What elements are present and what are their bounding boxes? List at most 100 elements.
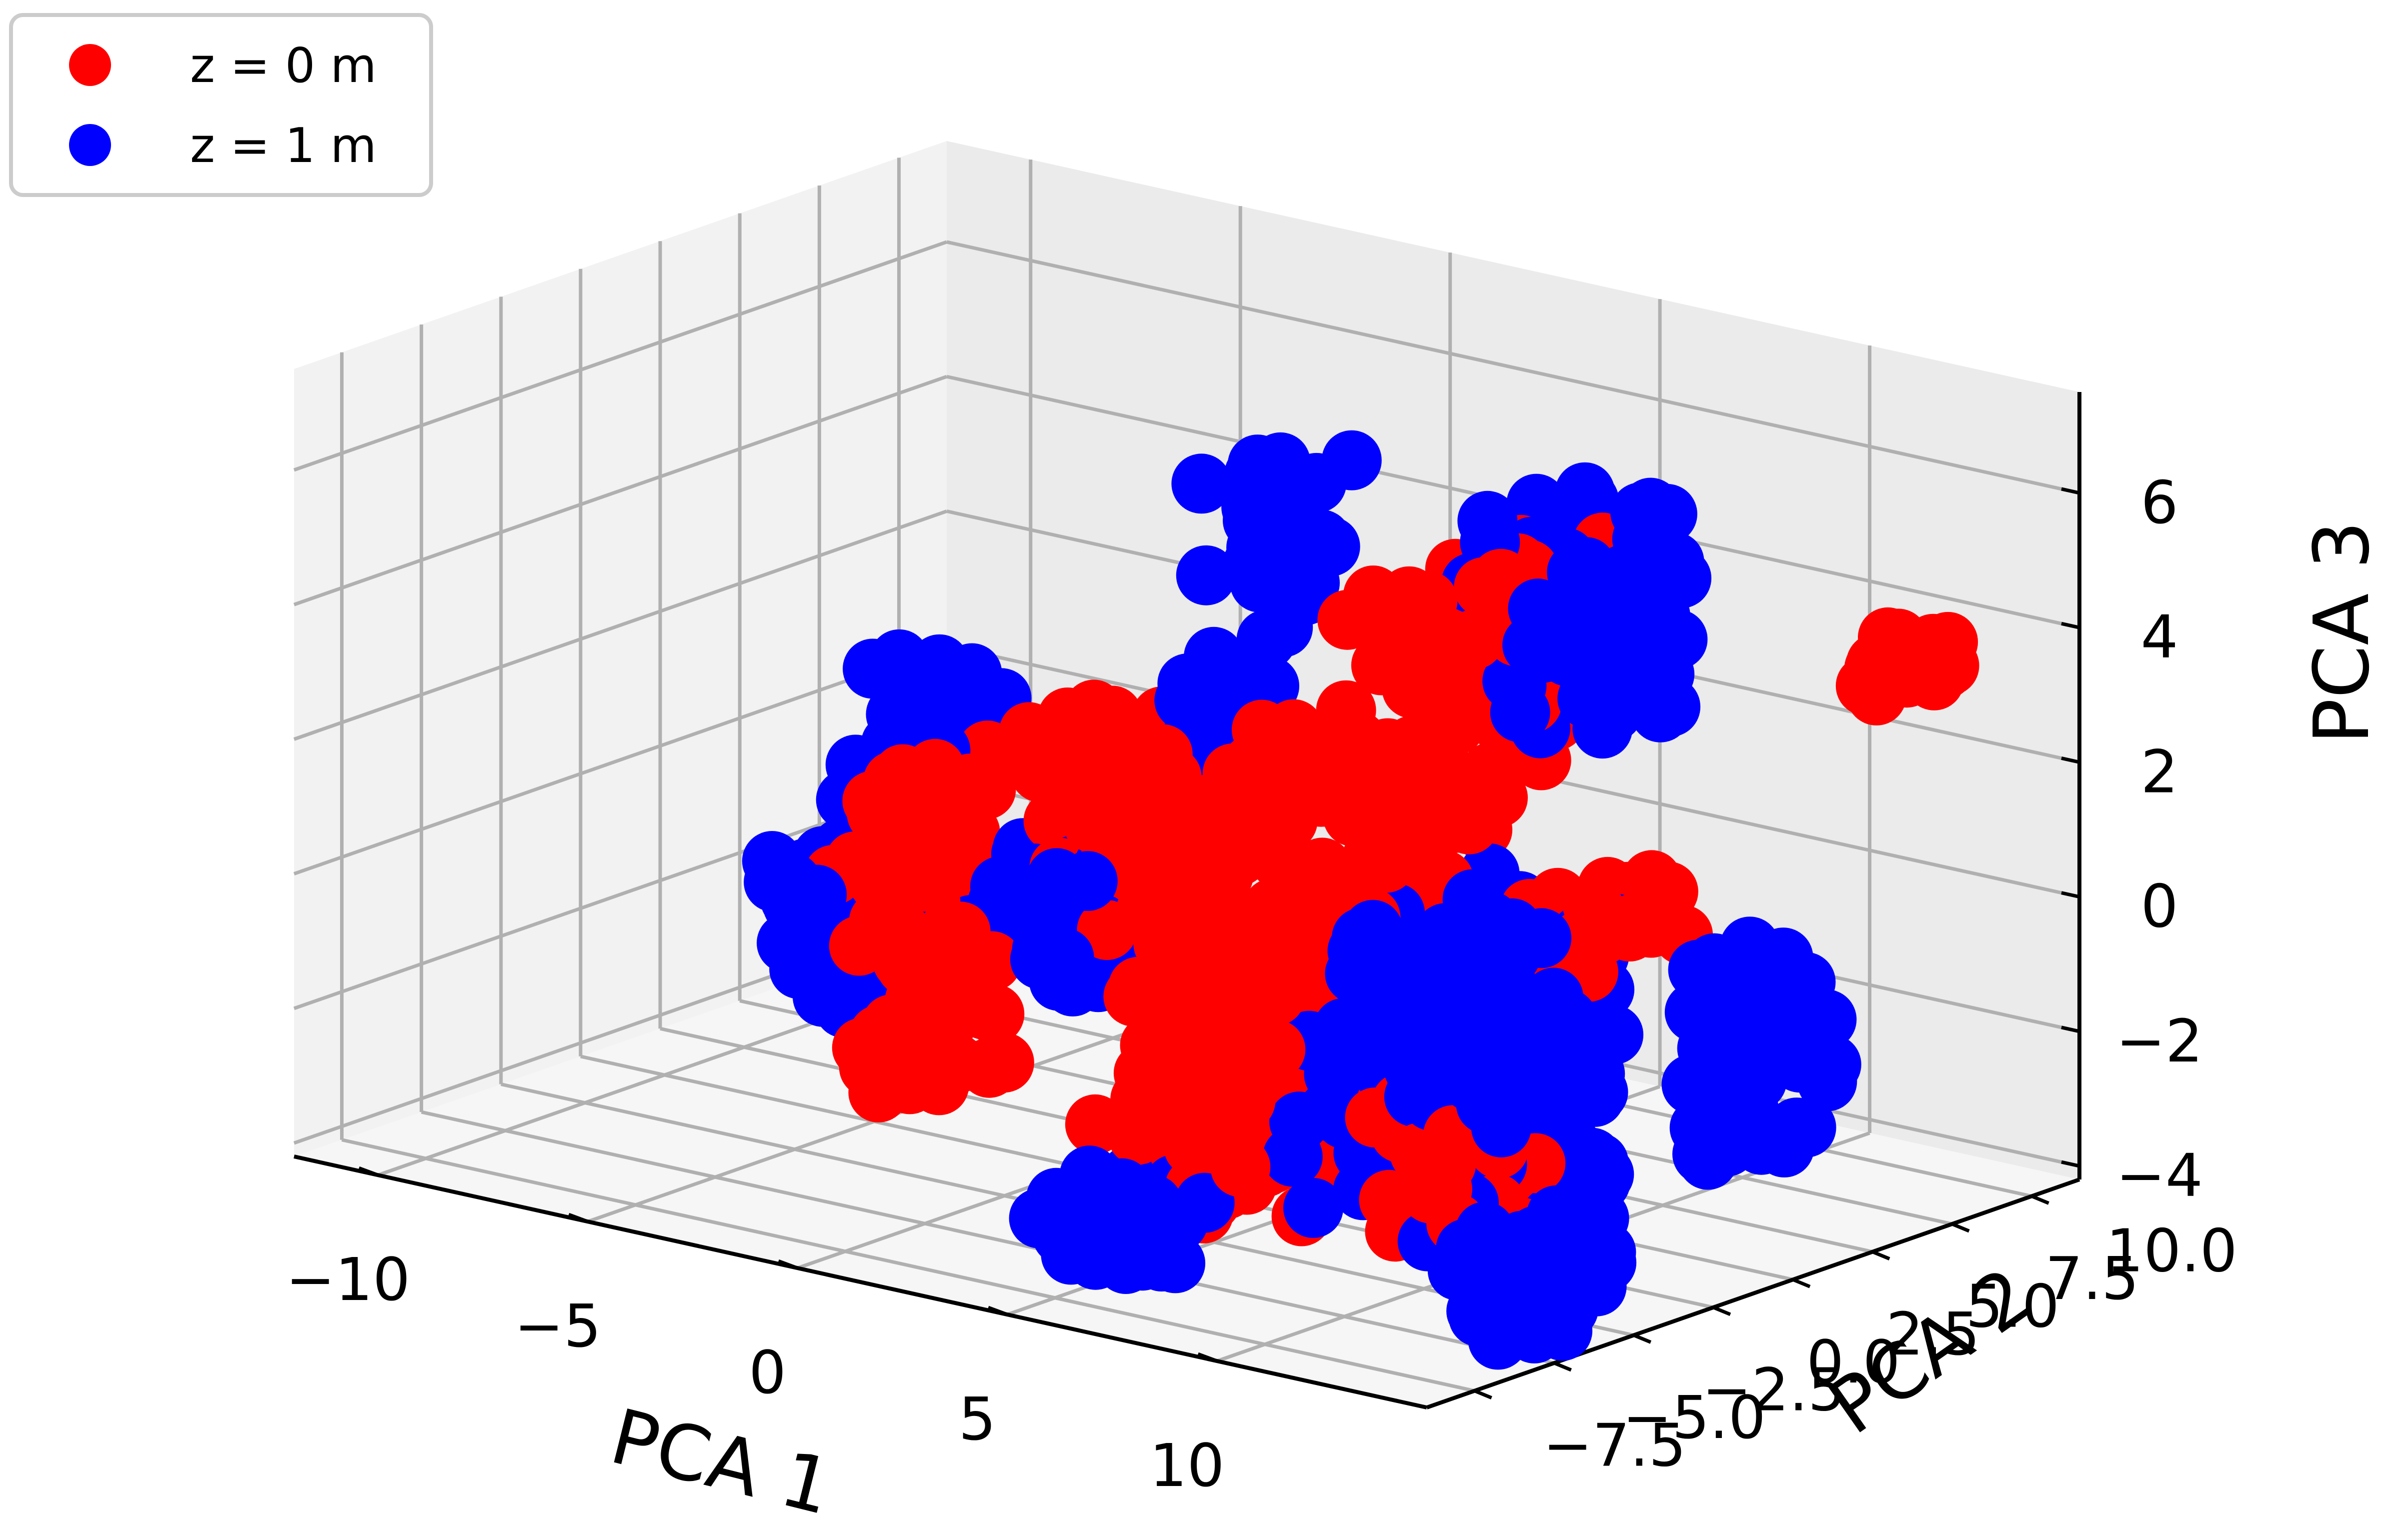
point-series-1 xyxy=(1089,798,1150,859)
point-series-2 xyxy=(1057,851,1118,911)
point-series-1 xyxy=(1279,762,1339,823)
point-series-2 xyxy=(1753,1106,1813,1166)
legend-label: z = 1 m xyxy=(190,118,377,174)
y-tick-label: −7.5 xyxy=(1543,1411,1686,1480)
legend: z = 0 m z = 1 m xyxy=(9,13,433,197)
y-tick xyxy=(2031,1194,2049,1205)
point-series-1 xyxy=(1317,590,1378,650)
z-tick xyxy=(2061,487,2080,495)
z-tick-label: −2 xyxy=(2116,1006,2203,1076)
point-series-1 xyxy=(1382,658,1442,718)
z-tick xyxy=(2061,891,2080,899)
z-tick-label: 2 xyxy=(2140,737,2178,806)
point-series-2 xyxy=(1672,1124,1732,1184)
point-series-2 xyxy=(1283,1178,1344,1238)
y-tick xyxy=(1553,1361,1572,1372)
point-series-2 xyxy=(1468,1310,1528,1370)
point-series-2 xyxy=(1125,1194,1185,1254)
point-series-2 xyxy=(1171,454,1232,514)
y-tick xyxy=(1871,1250,1890,1260)
point-series-1 xyxy=(1582,898,1642,958)
x-tick xyxy=(1197,1352,1218,1363)
y-tick-label: −5.0 xyxy=(1622,1383,1766,1452)
point-series-1 xyxy=(915,822,975,883)
legend-marker xyxy=(69,44,111,86)
data-points xyxy=(742,430,1979,1370)
x-axis-line xyxy=(294,1154,1427,1410)
x-tick xyxy=(568,1212,589,1224)
point-series-2 xyxy=(1023,938,1083,998)
y-tick-label: 5.0 xyxy=(1965,1272,2059,1341)
point-series-2 xyxy=(1630,682,1691,742)
point-series-2 xyxy=(1452,1034,1513,1094)
point-series-2 xyxy=(1576,1222,1636,1282)
x-tick-label: 0 xyxy=(749,1338,786,1407)
point-series-1 xyxy=(873,1042,933,1103)
x-tick-label: −10 xyxy=(286,1245,410,1314)
grid-line xyxy=(293,510,948,741)
z-tick xyxy=(2061,1026,2080,1034)
x-tick-label: −5 xyxy=(514,1292,601,1360)
grid-line xyxy=(293,644,948,876)
axis-lines xyxy=(294,392,2081,1410)
point-series-2 xyxy=(990,869,1050,930)
point-series-1 xyxy=(1864,632,1924,692)
point-series-1 xyxy=(1432,688,1493,748)
y-tick-label: 2.5 xyxy=(1886,1300,1980,1368)
y-tick xyxy=(1951,1222,1970,1233)
point-series-2 xyxy=(1262,1126,1323,1187)
point-series-2 xyxy=(1511,908,1572,968)
point-series-2 xyxy=(1610,482,1670,542)
point-series-2 xyxy=(1461,1236,1521,1296)
point-series-1 xyxy=(1367,572,1428,633)
point-series-2 xyxy=(1313,998,1374,1058)
legend-label: z = 0 m xyxy=(190,38,377,94)
point-series-2 xyxy=(1545,606,1606,666)
y-axis-line xyxy=(1426,1178,2080,1410)
point-series-1 xyxy=(1316,680,1376,740)
point-series-1 xyxy=(1439,794,1499,854)
point-series-1 xyxy=(1292,838,1352,898)
legend-marker xyxy=(69,124,111,166)
z-tick xyxy=(2061,622,2080,630)
point-series-2 xyxy=(1267,485,1328,546)
x-axis-title: PCA 1 xyxy=(603,1392,841,1532)
x-tick xyxy=(358,1166,379,1177)
point-series-1 xyxy=(1242,894,1303,954)
grid-line xyxy=(341,1138,1475,1393)
z-tick-label: 4 xyxy=(2140,602,2178,672)
point-series-2 xyxy=(1065,1230,1126,1290)
z-tick xyxy=(2061,756,2080,764)
grid-line xyxy=(293,240,948,472)
point-series-1 xyxy=(864,794,924,854)
z-tick xyxy=(2061,1160,2080,1168)
point-series-2 xyxy=(1471,1097,1531,1158)
y-tick-label: 7.5 xyxy=(2045,1244,2139,1313)
point-series-1 xyxy=(1232,781,1292,842)
x-tick xyxy=(987,1306,1008,1316)
point-series-1 xyxy=(974,1032,1034,1093)
legend-box xyxy=(9,13,433,197)
point-series-2 xyxy=(1630,536,1691,597)
z-tick-label: 6 xyxy=(2140,468,2178,537)
point-series-2 xyxy=(1354,956,1415,1016)
y-tick xyxy=(1792,1278,1811,1288)
x-tick xyxy=(778,1259,798,1270)
x-tick-label: 10 xyxy=(1149,1431,1224,1500)
grid-line xyxy=(293,374,948,606)
y-tick-label: −2.5 xyxy=(1702,1355,1846,1424)
point-series-1 xyxy=(1118,750,1178,810)
z-tick-label: 0 xyxy=(2140,872,2178,941)
point-series-1 xyxy=(1245,1020,1306,1080)
point-series-2 xyxy=(787,864,847,925)
point-series-2 xyxy=(1750,942,1811,1002)
point-series-2 xyxy=(1412,1001,1472,1062)
y-tick xyxy=(1633,1334,1652,1344)
point-series-1 xyxy=(1207,1077,1268,1138)
point-series-2 xyxy=(1176,545,1236,606)
point-series-2 xyxy=(1210,644,1271,704)
point-series-2 xyxy=(1668,940,1728,1000)
point-series-1 xyxy=(1412,1159,1472,1220)
grid-line xyxy=(946,240,2080,495)
y-tick-label: 10.0 xyxy=(2106,1216,2237,1285)
